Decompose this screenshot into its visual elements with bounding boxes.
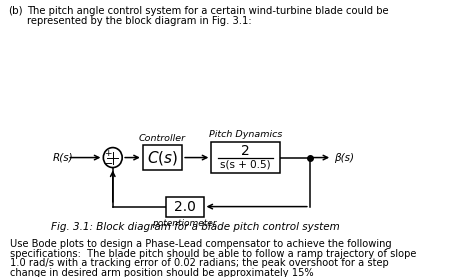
Text: 2.0: 2.0 bbox=[174, 200, 196, 214]
FancyBboxPatch shape bbox=[211, 142, 280, 173]
Text: Pitch Dynamics: Pitch Dynamics bbox=[209, 130, 282, 139]
Text: represented by the block diagram in Fig. 3.1:: represented by the block diagram in Fig.… bbox=[27, 16, 252, 26]
Text: potentiometer: potentiometer bbox=[153, 219, 217, 228]
Text: 1.0 rad/s with a tracking error of 0.02 radians; the peak overshoot for a step: 1.0 rad/s with a tracking error of 0.02 … bbox=[10, 258, 389, 268]
Text: (b): (b) bbox=[8, 6, 23, 16]
Text: specifications:  The blade pitch should be able to follow a ramp trajectory of s: specifications: The blade pitch should b… bbox=[10, 249, 416, 259]
FancyBboxPatch shape bbox=[166, 197, 203, 217]
Text: Fig. 3.1: Block diagram for a blade pitch control system: Fig. 3.1: Block diagram for a blade pitc… bbox=[51, 222, 340, 232]
Text: $\mathit{C(s)}$: $\mathit{C(s)}$ bbox=[147, 148, 178, 166]
Text: −: − bbox=[104, 158, 113, 169]
Text: Controller: Controller bbox=[139, 134, 186, 143]
FancyBboxPatch shape bbox=[143, 145, 182, 170]
Text: s(s + 0.5): s(s + 0.5) bbox=[220, 160, 271, 170]
Text: β(s): β(s) bbox=[334, 153, 354, 163]
Text: The pitch angle control system for a certain wind-turbine blade could be: The pitch angle control system for a cer… bbox=[27, 6, 389, 16]
Text: Use Bode plots to design a Phase-Lead compensator to achieve the following: Use Bode plots to design a Phase-Lead co… bbox=[10, 239, 392, 249]
Text: R(s): R(s) bbox=[53, 153, 74, 163]
Text: 2: 2 bbox=[241, 144, 250, 158]
Text: change in desired arm position should be approximately 15%: change in desired arm position should be… bbox=[10, 268, 314, 277]
Text: +: + bbox=[104, 148, 111, 158]
